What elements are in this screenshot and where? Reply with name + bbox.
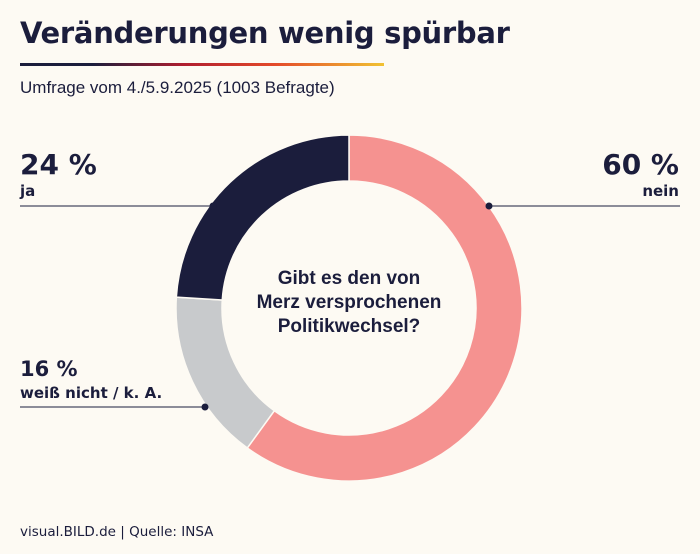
center-label-line-2: Merz versprochenen — [257, 292, 442, 313]
title-underline — [20, 63, 384, 66]
data-label-nein-category: nein — [642, 182, 679, 200]
chart-title: Veränderungen wenig spürbar — [20, 16, 510, 50]
data-label-weiss-nicht-category: weiß nicht / k. A. — [20, 384, 162, 402]
data-label-weiss-nicht-value: 16 % — [20, 357, 78, 381]
leader-dot-nein — [485, 202, 493, 210]
data-label-ja-value: 24 % — [20, 148, 97, 181]
source-footer: visual.BILD.de | Quelle: INSA — [20, 524, 214, 540]
leader-dot-ja — [209, 202, 217, 210]
data-label-nein-value: 60 % — [602, 148, 679, 181]
donut-slices — [175, 134, 523, 482]
donut-slice-nein — [246, 134, 523, 482]
center-label-line-1: Gibt es den von — [278, 268, 421, 289]
chart-subtitle: Umfrage vom 4./5.9.2025 (1003 Befragte) — [20, 78, 335, 97]
center-label-line-3: Politikwechsel? — [278, 316, 421, 337]
leader-dot-weiss-nicht — [201, 403, 209, 411]
donut-slice-wei-nicht-k-a — [175, 296, 276, 450]
donut-slice-ja — [175, 134, 350, 301]
data-label-ja-category: ja — [19, 182, 35, 200]
